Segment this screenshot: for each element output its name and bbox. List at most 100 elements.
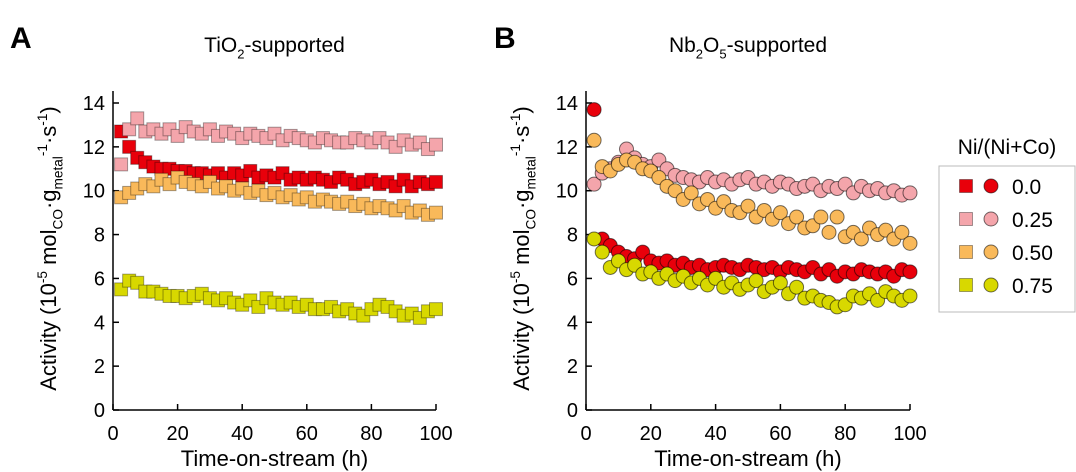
- chart-title-part: TiO: [204, 34, 237, 57]
- y-axis-label-part: -1: [35, 114, 50, 126]
- chart-title-part: -supported: [244, 34, 344, 57]
- data-point: [748, 273, 764, 289]
- y-axis-label-part: -1: [508, 144, 523, 156]
- x-axis-label: Time-on-stream (h): [654, 446, 841, 471]
- y-tick-label: 8: [567, 225, 578, 247]
- x-tick-label: 60: [769, 423, 791, 445]
- legend-label: 0.0: [1012, 176, 1041, 199]
- data-point: [894, 224, 910, 240]
- x-axis-label: Time-on-stream (h): [181, 446, 368, 471]
- data-point: [130, 111, 145, 126]
- legend-title: Ni/(Ni+Co): [958, 136, 1057, 159]
- y-axis-label-part: -1: [508, 114, 523, 126]
- data-point: [122, 122, 137, 137]
- y-axis-label-part: mol: [509, 229, 534, 271]
- y-axis-label-part: ·g: [36, 189, 61, 209]
- y-axis-label-part: Activity (10: [509, 283, 534, 391]
- data-point: [772, 205, 788, 221]
- y-tick-label: 6: [94, 268, 105, 290]
- y-tick-label: 2: [94, 356, 105, 378]
- data-point: [122, 139, 137, 154]
- y-tick-label: 4: [94, 312, 105, 334]
- y-tick-label: 8: [94, 225, 105, 247]
- chart-title-part: 5: [719, 46, 726, 61]
- data-point: [429, 137, 443, 152]
- x-tick-label: 100: [419, 423, 452, 445]
- data-point: [586, 231, 602, 247]
- legend-label: 0.25: [1012, 209, 1053, 232]
- chart-title-part: -supported: [727, 34, 827, 57]
- y-tick-label: 0: [94, 400, 105, 422]
- legend-marker: [959, 179, 973, 193]
- y-axis-label-part: CO: [51, 209, 66, 229]
- y-tick-label: 10: [556, 181, 578, 203]
- x-tick-label: 80: [834, 423, 856, 445]
- data-point: [114, 157, 129, 172]
- y-axis-label-part: mol: [36, 229, 61, 271]
- y-axis-label-part: Activity (10: [36, 283, 61, 391]
- y-axis-label-part: ): [509, 106, 534, 113]
- legend-marker: [983, 277, 999, 293]
- data-point: [772, 275, 788, 291]
- y-axis-label-part: ·s: [509, 126, 534, 144]
- data-point: [821, 224, 837, 240]
- data-point: [429, 205, 443, 220]
- chart-title: Nb2O5-supported: [669, 34, 827, 61]
- y-axis-label-part: -5: [35, 271, 50, 283]
- data-point: [829, 209, 845, 225]
- data-point: [813, 209, 829, 225]
- y-tick-label: 10: [83, 181, 105, 203]
- y-tick-label: 6: [567, 268, 578, 290]
- chart-title-part: Nb: [669, 34, 696, 57]
- chart-title: TiO2-supported: [204, 34, 345, 61]
- x-tick-label: 60: [296, 423, 318, 445]
- legend-marker: [983, 178, 999, 194]
- legend-marker: [959, 278, 973, 292]
- y-axis-label-part: -5: [508, 271, 523, 283]
- data-point: [789, 279, 805, 295]
- legend-label: 0.75: [1012, 275, 1053, 298]
- legend-marker: [983, 244, 999, 260]
- y-axis-label-part: ·s: [36, 126, 61, 144]
- y-axis-label-part: metal: [524, 156, 539, 189]
- data-point: [683, 185, 699, 201]
- x-tick-label: 100: [893, 423, 926, 445]
- y-tick-label: 12: [556, 137, 578, 159]
- data-point: [902, 185, 918, 201]
- legend-label: 0.50: [1012, 242, 1053, 265]
- y-tick-label: 14: [83, 93, 105, 115]
- data-point: [429, 174, 443, 189]
- data-point: [586, 132, 602, 148]
- legend-marker: [959, 212, 973, 226]
- y-axis-label-part: ·g: [509, 189, 534, 209]
- y-tick-label: 14: [556, 93, 578, 115]
- data-point: [902, 264, 918, 280]
- y-tick-label: 2: [567, 356, 578, 378]
- y-tick-label: 0: [567, 400, 578, 422]
- x-tick-label: 0: [580, 423, 591, 445]
- legend-marker: [983, 211, 999, 227]
- data-point: [586, 102, 602, 118]
- x-tick-label: 0: [107, 423, 118, 445]
- y-axis-label: Activity (10-5 molCO·gmetal-1·s-1): [35, 106, 65, 391]
- y-tick-label: 4: [567, 312, 578, 334]
- data-point: [902, 235, 918, 251]
- x-tick-label: 40: [704, 423, 726, 445]
- y-tick-label: 12: [83, 137, 105, 159]
- panel-label: B: [494, 22, 516, 55]
- data-point: [853, 231, 869, 247]
- y-axis-label-part: -1: [35, 144, 50, 156]
- legend-marker: [959, 245, 973, 259]
- x-tick-label: 20: [166, 423, 188, 445]
- y-axis-label: Activity (10-5 molCO·gmetal-1·s-1): [508, 106, 538, 391]
- x-tick-label: 40: [231, 423, 253, 445]
- y-axis-label-part: CO: [524, 209, 539, 229]
- data-point: [586, 176, 602, 192]
- data-point: [902, 288, 918, 304]
- chart-title-part: 2: [237, 46, 244, 61]
- data-point: [594, 244, 610, 260]
- x-tick-label: 20: [640, 423, 662, 445]
- data-point: [740, 198, 756, 214]
